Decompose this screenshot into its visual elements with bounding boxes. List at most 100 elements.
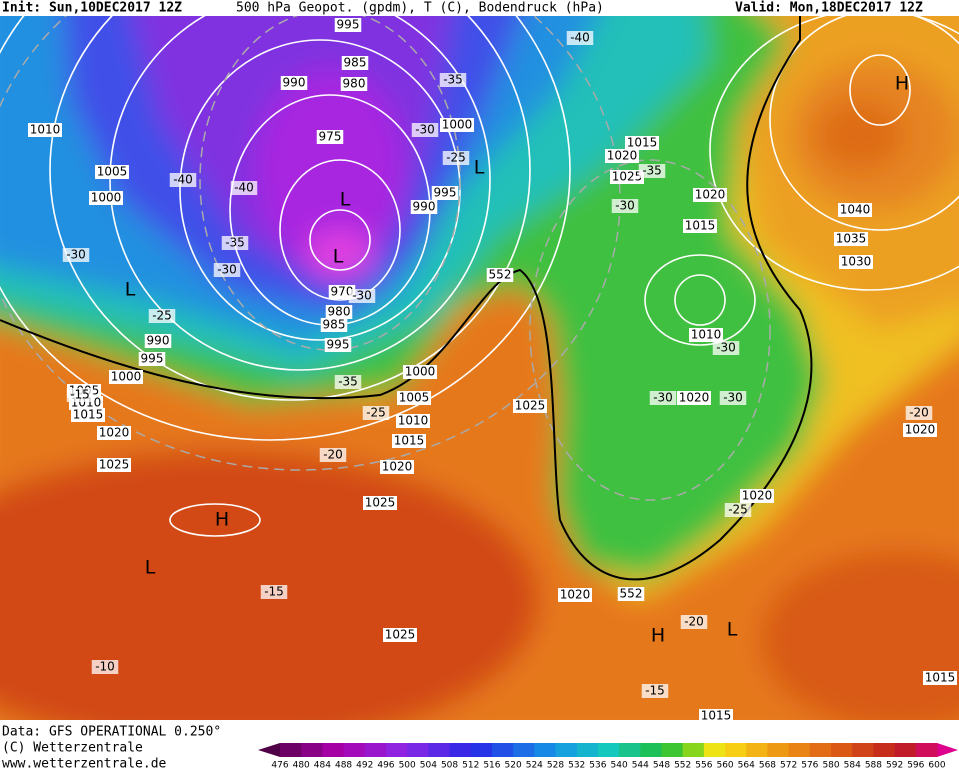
isobar-label-bg [320,318,348,332]
temperature-label-bg [724,503,752,517]
isobar-label: 1040 [840,203,871,217]
isobar-label: 1000 [91,191,122,205]
isobar-label: 1035 [836,232,867,246]
isobar-label-bg [605,149,639,163]
temperature-label: -35 [642,164,662,178]
temperature-label-bg [905,406,933,420]
temperature-label-bg [148,309,176,323]
isobar-label: 990 [413,200,436,214]
isobar-label-bg [693,188,727,202]
temperature-label: -25 [152,309,172,323]
isobar-label-bg [316,130,344,144]
temperature-label: -15 [645,684,665,698]
isobar-label-bg [380,460,414,474]
colorbar-label: 552 [674,761,691,770]
colorbar-label: 556 [695,761,712,770]
colorbar-label: 492 [356,761,373,770]
pressure-center: H [895,73,909,95]
pressure-center: L [340,189,351,211]
colorbar-box [449,743,472,757]
isobar-label: 1005 [399,391,430,405]
colorbar-label: 512 [462,761,479,770]
colorbar-label: 488 [335,761,352,770]
isobar-label: 985 [344,56,367,70]
pressure-center: L [125,279,136,301]
isobar-label: 1020 [695,188,726,202]
colorbar-label: 600 [928,761,945,770]
isobar-label-bg [328,285,356,299]
isobar-label-bg [625,136,659,150]
isobar-label-bg [610,170,644,184]
colorbar-box [513,743,535,757]
colorbar-box [301,743,323,757]
temperature-label: -35 [225,236,245,250]
isobar-label: 1010 [398,414,429,428]
isobar-label: 1025 [515,399,546,413]
colorbar-box [852,743,874,757]
colorbar-label: 500 [399,761,416,770]
isobar-label-bg [334,18,362,32]
temperature-label: -25 [446,151,466,165]
isobar-label-bg [392,434,426,448]
isobar-label-bg [324,338,352,352]
temperature-label-bg [221,236,249,250]
temperature-label: -25 [728,503,748,517]
colorbar-box [597,743,620,757]
isobar-label-bg [558,588,592,602]
isobar-label-bg [677,391,711,405]
isobar-label: 1000 [111,370,142,384]
colorbar-label: 508 [441,761,458,770]
isobar-label: 1000 [405,365,436,379]
contour-552 [0,0,813,581]
colorbar-label: 504 [420,761,437,770]
temperature-label-bg [213,263,241,277]
isobar-label: 1020 [99,426,130,440]
temperature-label: -20 [323,448,343,462]
isobar-label: 1010 [30,123,61,137]
temperature-label-bg [319,448,347,462]
isobar-label: 1020 [560,588,591,602]
isobar-label: 1025 [385,628,416,642]
isobar-label-bg [109,370,143,384]
colorbar-label: 568 [759,761,776,770]
isobar-label: 995 [141,352,164,366]
temperature-label-bg [439,73,467,87]
colorbar-end [937,743,958,757]
colorbar-box [534,743,557,757]
isobar-label: 1020 [382,460,413,474]
isobar-label-bg [396,414,430,428]
colorbar-box [364,743,387,757]
isobar-label: 1015 [701,709,732,723]
colorbar-label: 476 [271,761,288,770]
colorbar-box [682,743,705,757]
colorbar-box [407,743,429,757]
isobar-label: 1015 [73,408,104,422]
colorbar-label: 540 [611,761,628,770]
temperature-label-bg [712,341,740,355]
isobar-label: 1025 [99,458,130,472]
colorbar-label: 572 [780,761,797,770]
pressure-center: L [474,157,485,179]
temperature-label: -20 [684,615,704,629]
temperature-label: -30 [716,341,736,355]
colorbar-label: 480 [293,761,310,770]
isobar-label: 1010 [691,328,722,342]
isobar-label: 1005 [97,165,128,179]
isobar-label-bg [839,255,873,269]
isobar-label-bg [838,203,872,217]
colorbar-box [831,743,853,757]
colorbar-label: 496 [377,761,394,770]
isobar-label: 980 [343,77,366,91]
colorbar-box [767,743,790,757]
temperature-label: -40 [173,173,193,187]
colorbar-box [703,743,726,757]
isobar-label-bg [689,328,723,342]
temperature-label-bg [91,660,119,674]
contour-label-bg [486,268,514,282]
isobar-label: 1000 [442,118,473,132]
isobar-label: 980 [328,305,351,319]
colorbar-label: 548 [653,761,670,770]
colorbar-box [873,743,896,757]
